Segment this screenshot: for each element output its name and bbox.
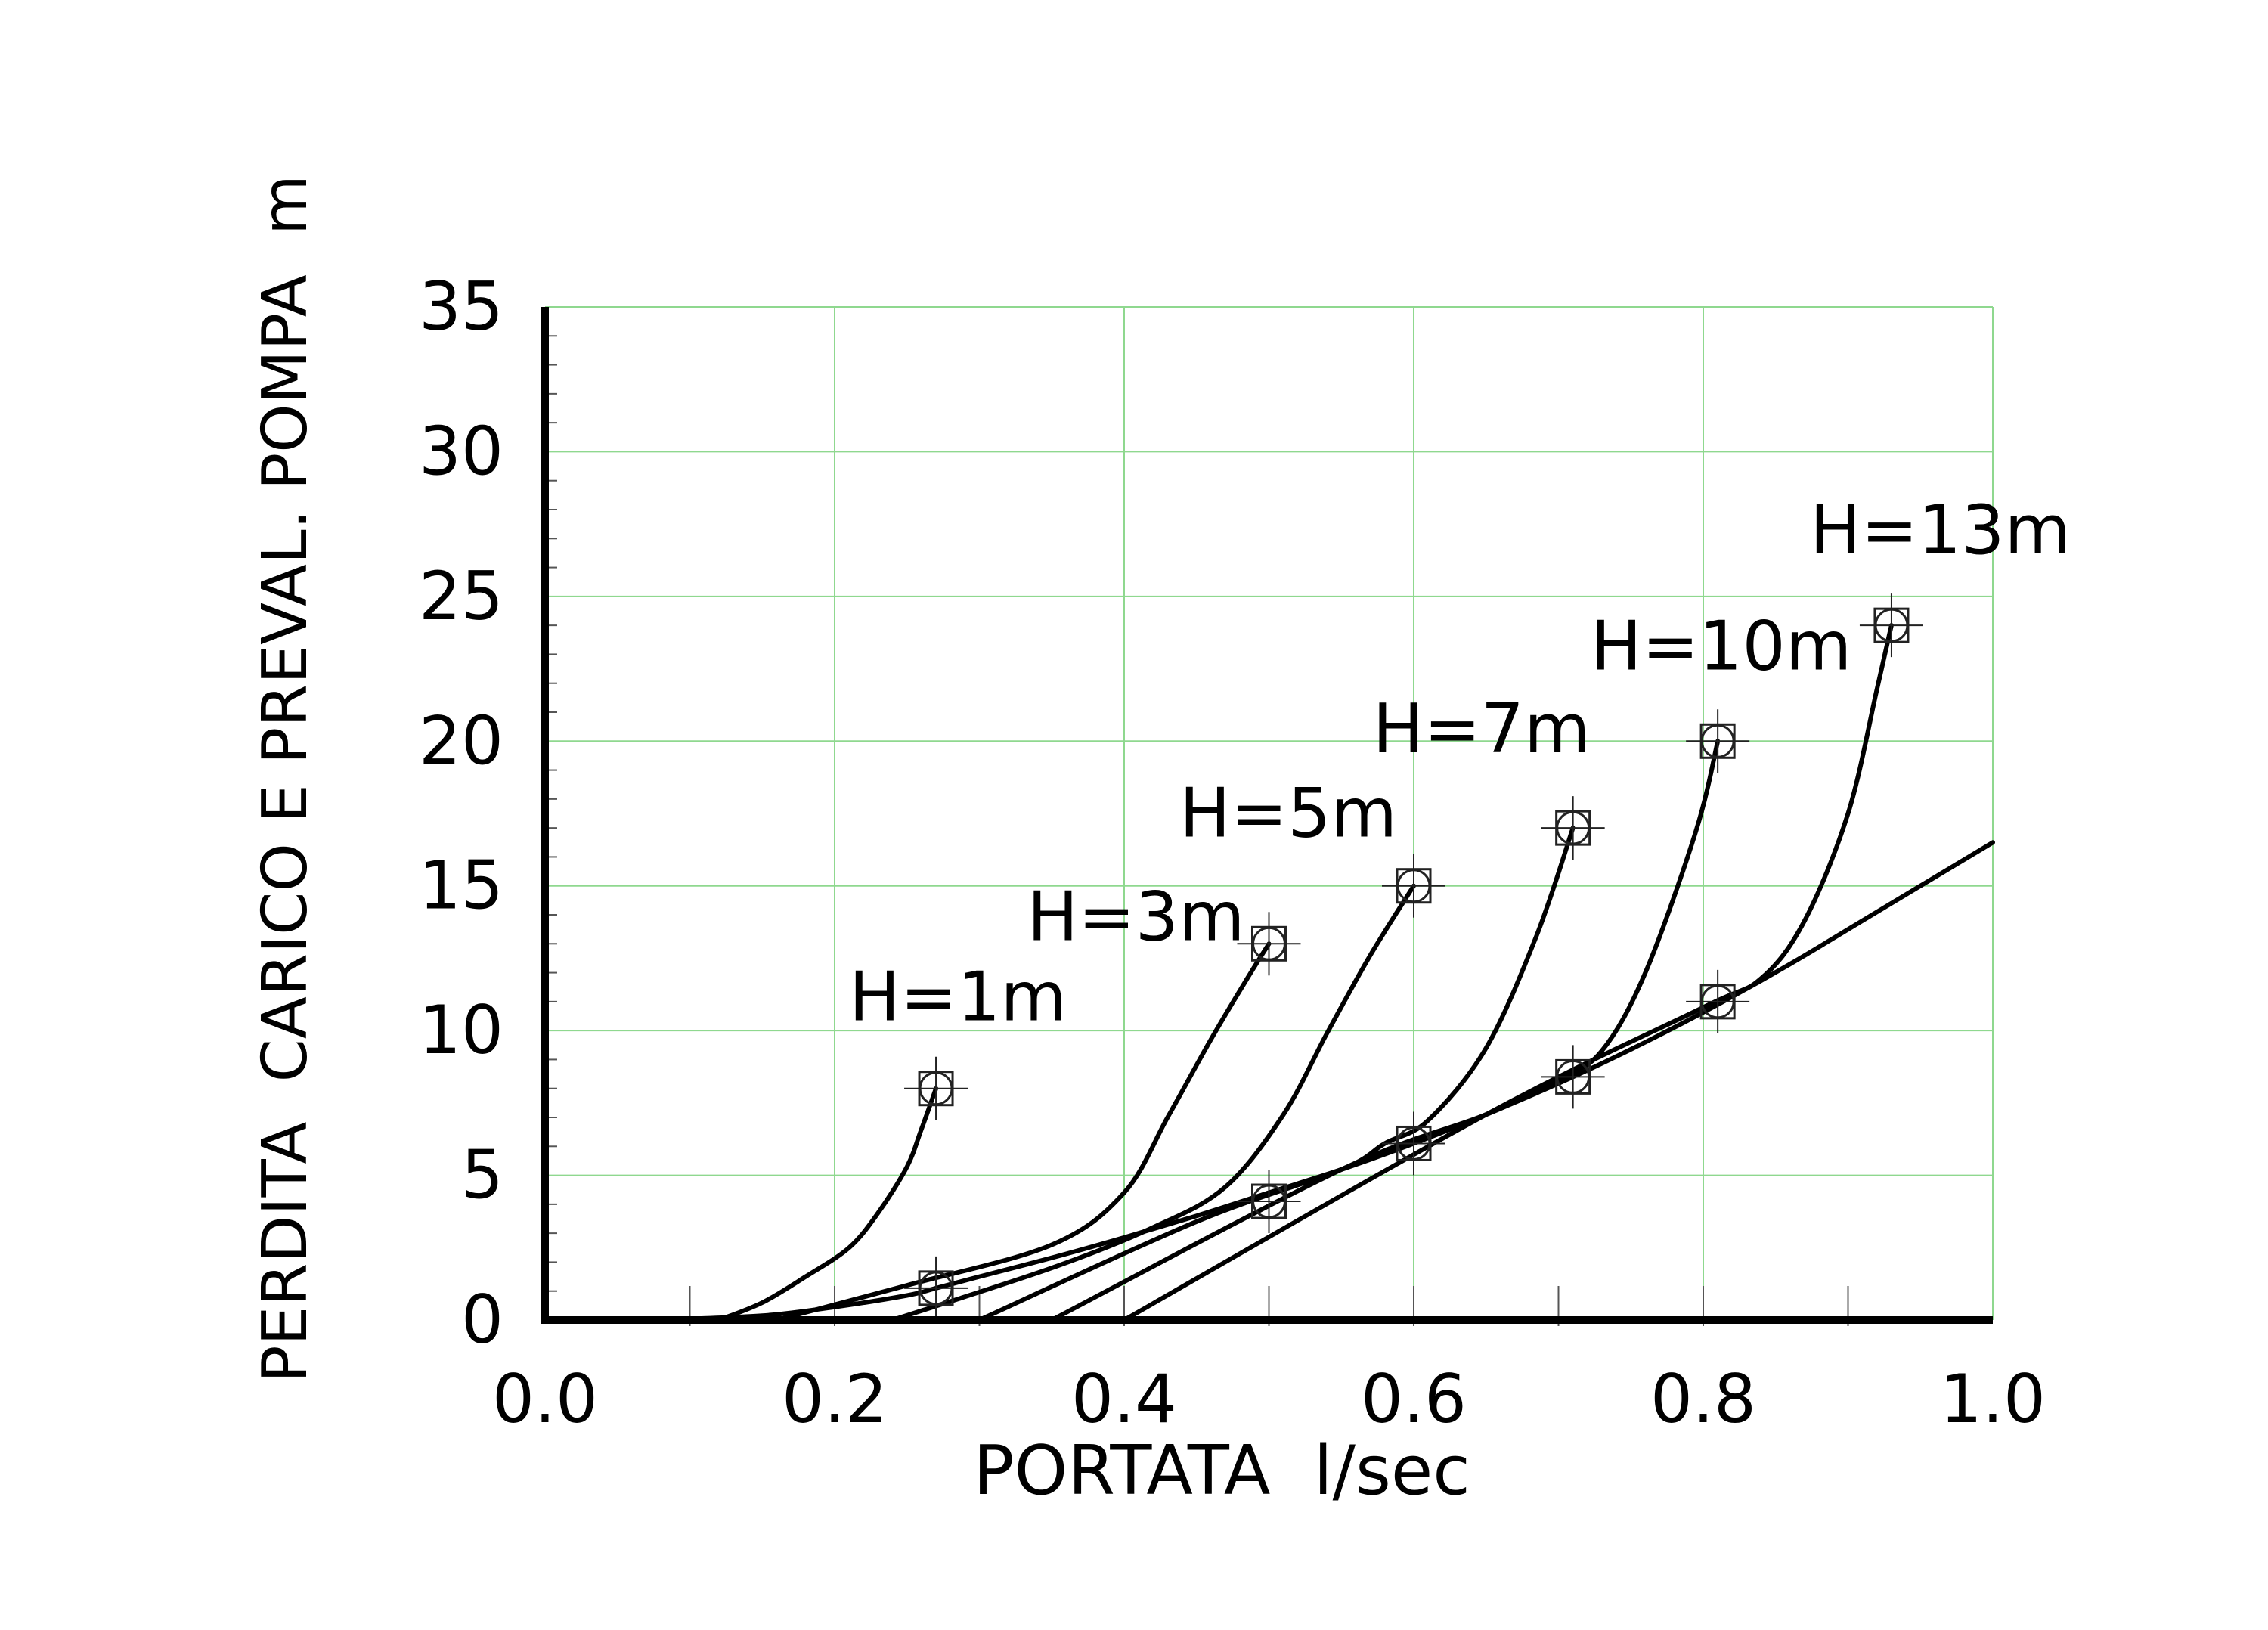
y-tick-label: 30: [419, 412, 503, 490]
pump-curve-endpoint-marker: [1237, 912, 1301, 976]
y-tick-label: 5: [461, 1136, 503, 1214]
series-label-2: H=3m: [1027, 877, 1245, 956]
y-tick-label: 15: [419, 847, 503, 925]
pump-curve-6: [1122, 623, 1894, 1322]
pump-curve-endpoint-marker: [904, 1056, 968, 1120]
axes-layer: [541, 307, 1993, 1324]
y-tick-label: 35: [419, 268, 503, 346]
x-tick-label: 0.4: [1071, 1360, 1177, 1438]
series-labels-layer: H=1mH=3m H=5mH=7mH=10m H=13m: [849, 491, 2071, 1037]
marker-circle: [1556, 810, 1591, 845]
marker-circle: [1252, 926, 1286, 961]
tick-labels-layer: 0.0 0.2 0.4 0.6 0.8 1.0 0 5 10 15 20 25 30 35: [419, 268, 2046, 1438]
marker-circle: [1556, 1059, 1591, 1094]
pump-curve-3: [890, 883, 1416, 1322]
pump-curve-endpoint-marker: [1859, 593, 1923, 658]
x-tick-label: 0.0: [492, 1360, 598, 1438]
system-curve-marker: [1382, 1111, 1445, 1176]
x-tick-label: 0.2: [782, 1360, 888, 1438]
pump-curve-1: [716, 1086, 939, 1322]
y-tick-label: 20: [419, 702, 503, 779]
marker-circle: [1700, 984, 1735, 1019]
y-tick-label: 0: [461, 1281, 503, 1359]
pump-curve-2: [774, 941, 1272, 1322]
marker-circle: [1396, 869, 1431, 903]
marker-circle: [1874, 608, 1909, 643]
system-curve-line: [658, 840, 1995, 1322]
system-curve-marker: [1541, 1045, 1605, 1109]
marker-circle: [919, 1071, 953, 1106]
pump-curve-endpoint-marker: [1541, 796, 1605, 860]
pump-curve-5: [1049, 739, 1721, 1322]
x-tick-label: 0.6: [1361, 1360, 1467, 1438]
series-label-4: H=7m: [1373, 689, 1591, 769]
pump-curve-endpoint-marker: [1382, 854, 1445, 918]
pump-curve-endpoint-marker: [1686, 709, 1750, 773]
system-curve-marker: [1686, 969, 1750, 1033]
system-curve-marker: [904, 1256, 968, 1320]
system-curve-marker: [1237, 1170, 1301, 1234]
y-tick-label: 10: [419, 991, 503, 1069]
series-label-6: H=13m: [1810, 491, 2071, 570]
marker-circle: [919, 1271, 953, 1306]
markers-layer: [904, 593, 1923, 1320]
marker-circle: [1396, 1126, 1431, 1161]
marker-circle: [1700, 724, 1735, 758]
x-axis-label: PORTATA l/sec: [973, 1431, 1470, 1511]
y-axis-label: PERDITA CARICO E PREVAL. POMPA m: [249, 175, 321, 1383]
series-label-1: H=1m: [849, 958, 1067, 1037]
x-tick-label: 0.8: [1650, 1360, 1756, 1438]
x-tick-label: 1.0: [1940, 1360, 2046, 1438]
y-tick-label: 25: [419, 557, 503, 635]
series-label-5: H=10m: [1591, 606, 1851, 686]
marker-circle: [1252, 1184, 1286, 1219]
series-label-3: H=5m: [1179, 774, 1397, 854]
